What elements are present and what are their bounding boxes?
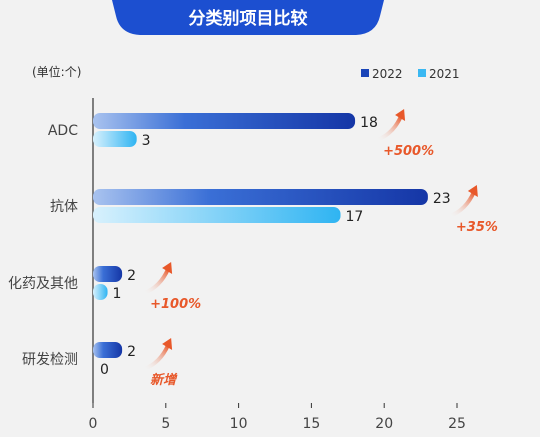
unit-label: (单位:个) [32, 64, 81, 79]
legend-swatch-2022 [361, 69, 369, 77]
category-label: 化药及其他 [8, 276, 78, 292]
value-label-2022: 18 [360, 115, 378, 131]
bar-2022 [93, 113, 356, 129]
x-tick-label: 25 [448, 416, 466, 432]
x-tick-label: 0 [89, 416, 98, 432]
value-label-2022: 23 [433, 191, 451, 207]
growth-arrow-head [467, 185, 478, 197]
value-label-2021: 3 [142, 133, 151, 149]
bar-2021 [93, 131, 137, 147]
growth-arrow-head [395, 109, 406, 121]
growth-arrow-head [162, 338, 173, 350]
x-tick-label: 5 [161, 416, 170, 432]
title-banner [112, 0, 384, 35]
growth-arrow-head [162, 262, 173, 274]
legend-swatch-2021 [418, 69, 426, 77]
growth-arrow-shaft [447, 190, 476, 218]
growth-arrow-shaft [142, 267, 171, 295]
bar-2022 [93, 189, 428, 205]
legend-label-2021: 2021 [429, 67, 460, 81]
category-label: 抗体 [50, 199, 78, 215]
x-tick-label: 15 [302, 416, 320, 432]
value-label-2022: 2 [127, 268, 136, 284]
category-label: 研发检测 [22, 352, 78, 368]
growth-arrow-shaft [142, 343, 171, 371]
legend: 2022 2021 [361, 67, 460, 81]
growth-arrow-shaft [375, 114, 404, 142]
bar-2022 [93, 266, 123, 282]
bar-2022 [93, 342, 123, 358]
growth-label: +500% [383, 144, 434, 159]
value-label-2022: 2 [127, 344, 136, 360]
growth-label: +35% [456, 220, 498, 235]
chart-title: 分类别项目比较 [189, 8, 308, 29]
value-label-2021: 17 [346, 209, 364, 225]
value-label-2021: 0 [100, 362, 109, 378]
x-tick-label: 20 [375, 416, 393, 432]
value-label-2021: 1 [113, 286, 122, 302]
x-tick-label: 10 [230, 416, 248, 432]
growth-label: 新增 [150, 372, 178, 388]
bar-2021 [93, 284, 108, 300]
bar-2021 [93, 207, 341, 223]
category-label: ADC [48, 123, 78, 139]
growth-label: +100% [150, 297, 201, 312]
legend-label-2022: 2022 [372, 67, 403, 81]
